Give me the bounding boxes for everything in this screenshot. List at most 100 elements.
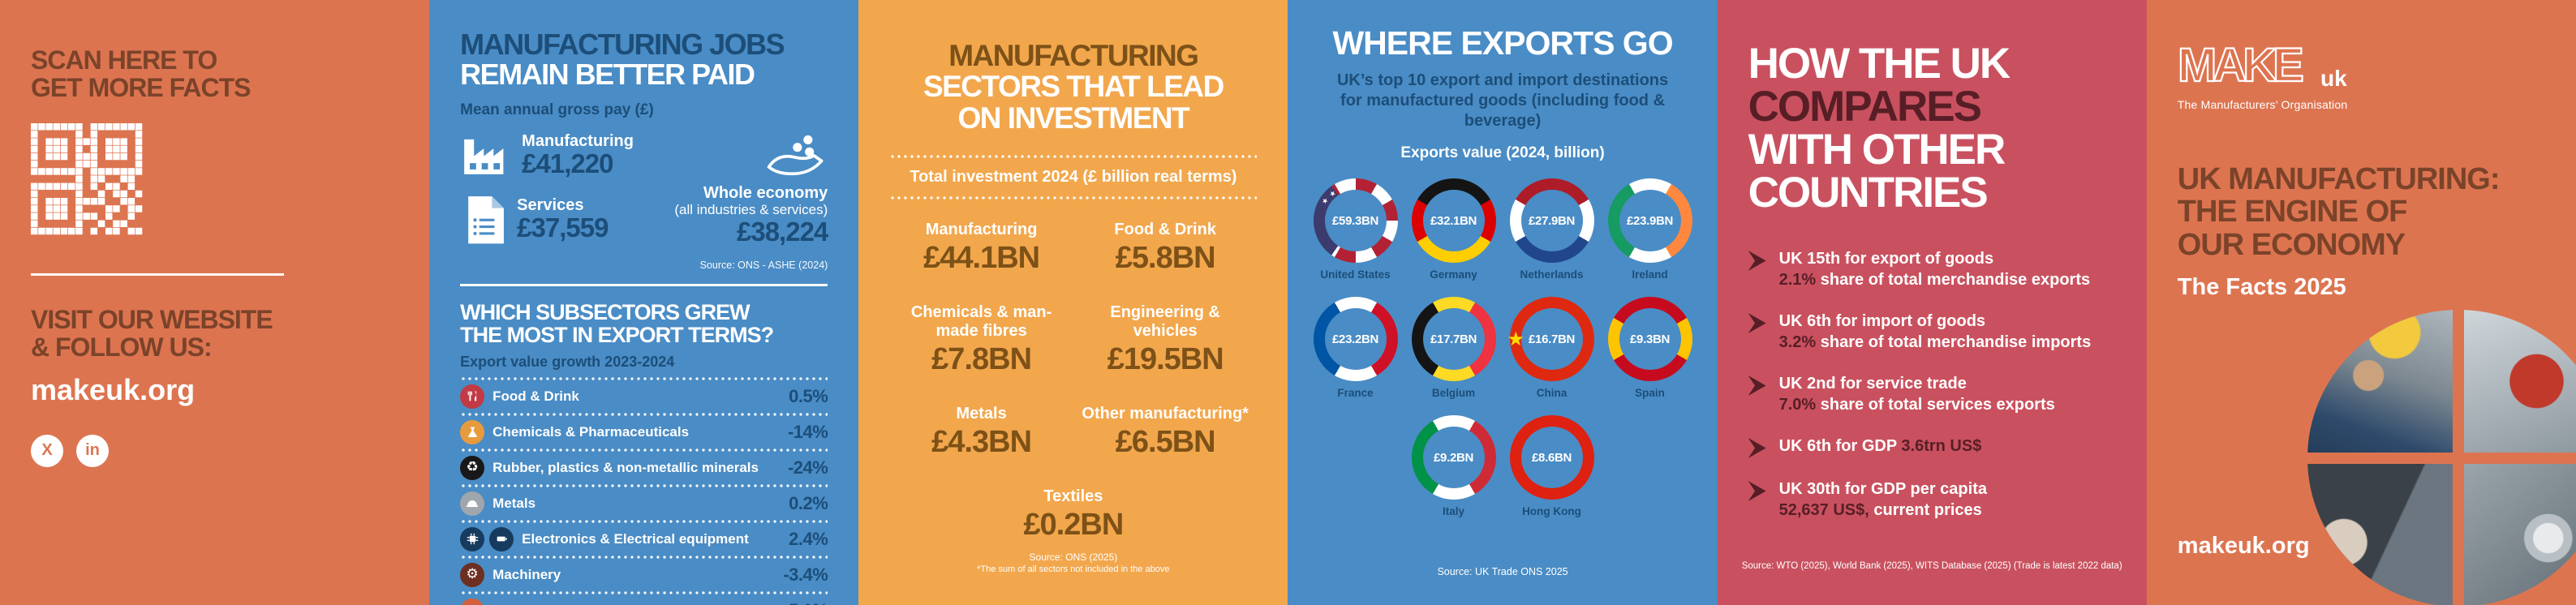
netherlands-flag-donut-chart: £27.9BN (1509, 178, 1594, 263)
subsector-row: ♻ Rubber, plastics & non-metallic minera… (460, 452, 828, 484)
gear-icon: ⚙ (460, 562, 485, 587)
compare-bullet: UK 15th for export of goods 2.1% share o… (1748, 248, 2116, 290)
investment-label: Textiles (1043, 487, 1103, 506)
dotted-divider (460, 555, 828, 559)
investment-grid: Manufacturing £44.1BN Food & Drink £5.8B… (889, 221, 1257, 570)
jobs-subtitle: Mean annual gross pay (£) (460, 101, 654, 118)
jobs-title-line1: MANUFACTURING JOBS (460, 28, 785, 61)
cover-subtitle: The Facts 2025 (2177, 273, 2346, 300)
investment-item: Food & Drink £5.8BN (1073, 221, 1258, 276)
export-country: £32.1BN Germany (1411, 178, 1497, 281)
subsector-label: Rubber, plastics & non-metallic minerals (492, 459, 759, 475)
compare-title-line3: WITH OTHER (1748, 126, 2006, 174)
subsectors-heading-line1: WHICH SUBSECTORS GREW (460, 300, 750, 325)
bullet-highlight: 52,637 US$, (1778, 501, 1869, 519)
panel-compare: HOW THE UK COMPARES WITH OTHER COUNTRIES… (1717, 0, 2147, 605)
country-name: United States (1320, 268, 1391, 281)
china-star-icon: ★ (1507, 328, 1525, 350)
country-name: Hong Kong (1522, 505, 1581, 517)
investment-label: Manufacturing (925, 221, 1038, 239)
subsector-label: Machinery (492, 566, 561, 582)
investment-title-line1: MANUFACTURING (948, 39, 1199, 72)
photo-red-glove-machinery (2463, 310, 2576, 453)
manufacturing-label: Manufacturing (522, 131, 634, 150)
chevron-right-icon (1748, 438, 1766, 458)
cover-title-line3: OUR ECONOMY (2177, 227, 2406, 262)
exports-value-label: Exports value (2024, billion) (1400, 144, 1605, 161)
export-country: £9.2BN Italy (1411, 415, 1497, 517)
country-name: China (1536, 387, 1568, 399)
compare-bullet: UK 6th for import of goods 3.2% share of… (1748, 311, 2116, 353)
hand-coins-icon (768, 135, 824, 176)
investment-item: Other manufacturing* £6.5BN (1073, 405, 1258, 460)
panel-promo: SCAN HERE TO GET MORE FACTS VISIT OUR WE… (0, 0, 430, 605)
donut-row-1: ★ ★ ★ £59.3BN United States £32.1BN Germ… (1309, 178, 1696, 281)
hard-hat-icon (460, 491, 485, 516)
bullet-highlight: 3.2% (1778, 333, 1817, 351)
divider (460, 284, 828, 287)
photo-clipboard-inspection (2307, 464, 2453, 605)
compare-bullet: UK 6th for GDP 3.6trn US$ (1748, 436, 2116, 458)
investment-label: Metals (956, 405, 1007, 423)
linkedin-icon[interactable]: in (76, 434, 109, 467)
investment-source-line: Source: ONS (2025) (1029, 551, 1118, 563)
services-label: Services (517, 196, 584, 215)
exports-source: Source: UK Trade ONS 2025 (1437, 566, 1568, 577)
subsector-row: ⚙ Machinery -3.4% (460, 559, 828, 591)
donut-row-3: £9.2BN Italy £8.6BN Hong Kong (1309, 415, 1696, 517)
x-social-icon[interactable]: X (31, 434, 63, 467)
bullet-rest: share of total services exports (1816, 396, 2055, 414)
bullet-line1: UK 6th for GDP (1778, 437, 1897, 455)
make-uk-logo: MAKE uk The Manufacturers’ Organisation (2177, 38, 2545, 111)
us-flag-donut-chart: ★ ★ ★ £59.3BN (1313, 178, 1398, 263)
logo-tagline: The Manufacturers’ Organisation (2177, 98, 2348, 111)
export-value: £9.3BN (1630, 332, 1671, 346)
dotted-divider (889, 196, 1258, 200)
bullet-rest: share of total merchandise exports (1816, 271, 2091, 289)
chevron-right-icon (1748, 375, 1766, 396)
pay-stats: Manufacturing £41,220 Services £37,55 (460, 132, 828, 247)
bullet-highlight: 7.0% (1778, 396, 1817, 414)
country-name: Spain (1635, 387, 1665, 399)
italy-flag-donut-chart: £9.2BN (1411, 415, 1496, 500)
investment-item: Textiles £0.2BN (889, 487, 1257, 543)
photo-worker-hard-hat (2307, 310, 2453, 453)
panel-cover: MAKE uk The Manufacturers’ Organisation … (2146, 0, 2576, 605)
cover-title-line2: THE ENGINE OF (2177, 195, 2408, 230)
manufacturing-value: £41,220 (522, 148, 613, 178)
bullet-rest: share of total merchandise imports (1816, 333, 2092, 351)
dotted-divider (460, 483, 828, 487)
panel-investment: MANUFACTURING SECTORS THAT LEAD ON INVES… (858, 0, 1288, 605)
subsector-value: -5.1% (783, 600, 828, 605)
bullet-line1: UK 6th for import of goods (1778, 312, 1986, 330)
donut-row-2: £23.2BN France £17.7BN Belgium ★ £16.7BN… (1309, 297, 1696, 399)
services-value: £37,559 (517, 212, 609, 243)
country-name: Germany (1430, 268, 1477, 281)
recycle-icon: ♻ (460, 455, 485, 480)
whole-economy-block: Whole economy (all industries & services… (659, 132, 828, 247)
visit-heading: VISIT OUR WEBSITE & FOLLOW US: (31, 306, 398, 362)
investment-item: Chemicals & man-made fibres £7.8BN (889, 303, 1073, 377)
compare-bullets: UK 15th for export of goods 2.1% share o… (1748, 248, 2116, 521)
dotted-divider (460, 448, 828, 452)
whole-economy-sub: (all industries & services) (674, 202, 828, 218)
car-icon (460, 598, 485, 605)
website-link[interactable]: makeuk.org (2177, 533, 2310, 559)
subsector-value: 0.5% (789, 385, 828, 406)
website-link[interactable]: makeuk.org (31, 372, 196, 406)
social-icons: X in (31, 434, 398, 467)
investment-item: Metals £4.3BN (889, 405, 1073, 460)
subsectors-heading-line2: THE MOST IN EXPORT TERMS? (460, 323, 774, 348)
whole-economy-label: Whole economy (703, 184, 828, 203)
pay-source: Source: ONS - ASHE (2024) (699, 260, 828, 272)
photo-collage (2307, 310, 2576, 605)
subsector-label: Chemicals & Pharmaceuticals (492, 423, 690, 440)
country-name: Italy (1443, 505, 1465, 517)
visit-heading-line2: & FOLLOW US: (31, 332, 213, 362)
divider (31, 272, 284, 276)
subsector-row: Automotive -5.1% (460, 594, 828, 605)
investment-item: Manufacturing £44.1BN (889, 221, 1073, 276)
country-name: Belgium (1431, 387, 1476, 399)
investment-label: Food & Drink (1114, 221, 1216, 239)
